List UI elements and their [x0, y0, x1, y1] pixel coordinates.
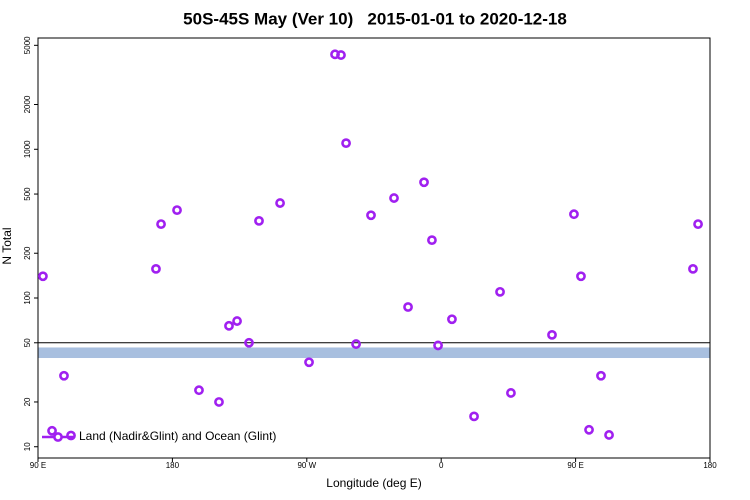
y-tick-label: 20: [23, 397, 32, 406]
y-axis-label: N Total: [0, 227, 14, 264]
point: [596, 370, 606, 381]
point: [254, 215, 264, 226]
point: [688, 263, 698, 274]
point: [584, 424, 594, 435]
point: [172, 205, 182, 215]
point: [66, 430, 76, 441]
x-tick-label: 90 W: [297, 461, 316, 470]
legend-marker: [53, 432, 63, 442]
point: [275, 198, 285, 208]
point: [224, 320, 234, 331]
point: [403, 302, 413, 312]
point: [38, 271, 48, 282]
point: [433, 340, 443, 351]
point: [194, 385, 204, 396]
y-tick-label: 10: [23, 442, 32, 451]
x-tick-label: 0: [439, 461, 444, 470]
point: [576, 271, 586, 282]
point: [547, 329, 557, 340]
y-tick-label: 2000: [23, 95, 32, 113]
point: [447, 314, 457, 325]
point: [389, 193, 399, 203]
point: [341, 138, 351, 149]
x-tick-label: 90 E: [567, 461, 583, 470]
band: [38, 347, 710, 359]
x-tick-label: 90 E: [30, 461, 46, 470]
point: [47, 425, 57, 436]
point: [366, 210, 376, 221]
point: [151, 263, 161, 274]
point: [495, 286, 505, 297]
point: [469, 411, 479, 422]
point: [336, 50, 346, 60]
y-tick-label: 1000: [23, 140, 32, 158]
point: [232, 316, 242, 326]
point: [304, 357, 314, 368]
x-axis-label: Longitude (deg E): [326, 476, 421, 490]
point: [569, 209, 579, 220]
y-tick-label: 5000: [23, 36, 32, 54]
chart-title: 50S-45S May (Ver 10) 2015-01-01 to 2020-…: [183, 9, 567, 28]
plot-frame: [37, 37, 711, 459]
legend-label: Land (Nadir&Glint) and Ocean (Glint): [79, 429, 276, 443]
x-tick-label: 180: [166, 461, 180, 470]
x-tick-label: 180: [703, 461, 717, 470]
point: [506, 388, 516, 398]
y-tick-label: 500: [23, 187, 32, 201]
y-tick-label: 100: [23, 291, 32, 305]
y-tick-label: 200: [23, 246, 32, 260]
point: [604, 430, 614, 440]
point: [351, 339, 361, 349]
point: [214, 397, 224, 407]
point: [419, 177, 429, 188]
y-tick-label: 50: [23, 338, 32, 347]
point: [427, 235, 437, 246]
point: [244, 337, 254, 348]
point: [59, 370, 69, 381]
point: [693, 219, 703, 229]
point: [156, 219, 166, 229]
